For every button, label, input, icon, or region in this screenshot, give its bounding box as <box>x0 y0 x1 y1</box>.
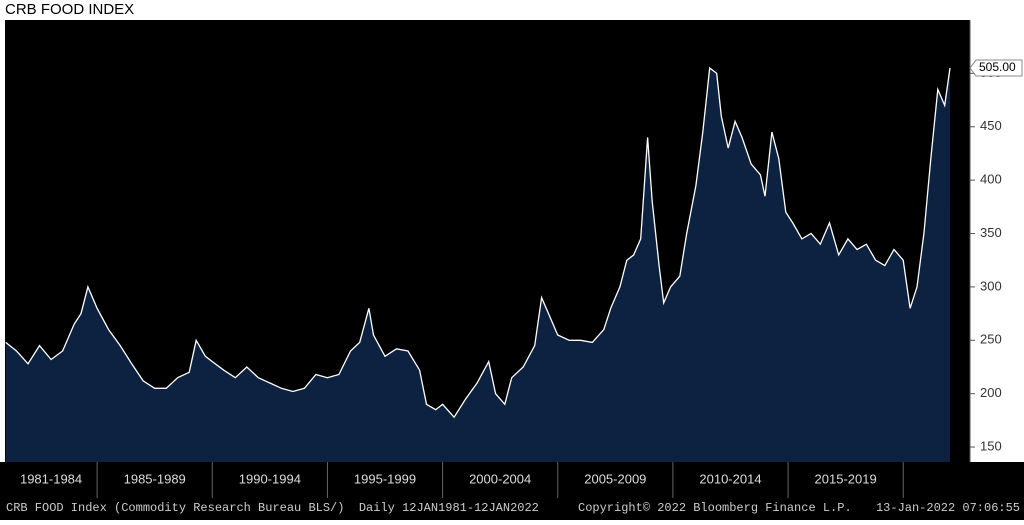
x-tick-label: 1995-1999 <box>354 471 416 486</box>
series-line <box>5 66 951 419</box>
x-tick-label: 2000-2004 <box>469 471 531 486</box>
chart-title: CRB FOOD INDEX <box>5 1 134 18</box>
last-value-label: 505.00 <box>979 60 1016 74</box>
footer-description: CRB FOOD Index (Commodity Research Burea… <box>6 501 539 515</box>
x-axis-band <box>0 462 1024 498</box>
y-tick-label: 400 <box>980 172 1002 187</box>
area-fill <box>5 68 951 462</box>
x-tick-label: 2015-2019 <box>815 471 877 486</box>
footer-copyright: Copyright© 2022 Bloomberg Finance L.P. <box>578 501 852 515</box>
y-tick-label: 250 <box>980 332 1002 347</box>
x-tick-label: 1985-1989 <box>124 471 186 486</box>
y-tick-label: 150 <box>980 438 1002 453</box>
y-tick-label: 350 <box>980 225 1002 240</box>
x-tick-label: 1990-1994 <box>239 471 301 486</box>
x-tick-label: 2005-2009 <box>584 471 646 486</box>
last-value-tag <box>969 59 1023 77</box>
y-tick-label: 450 <box>980 118 1002 133</box>
footer-band <box>0 498 1024 520</box>
y-tick-label: 300 <box>980 278 1002 293</box>
x-tick-label: 2010-2014 <box>699 471 761 486</box>
y-tick-label: 200 <box>980 385 1002 400</box>
footer-timestamp: 13-Jan-2022 07:06:55 <box>876 501 1020 515</box>
x-tick-label: 1981-1984 <box>20 471 82 486</box>
